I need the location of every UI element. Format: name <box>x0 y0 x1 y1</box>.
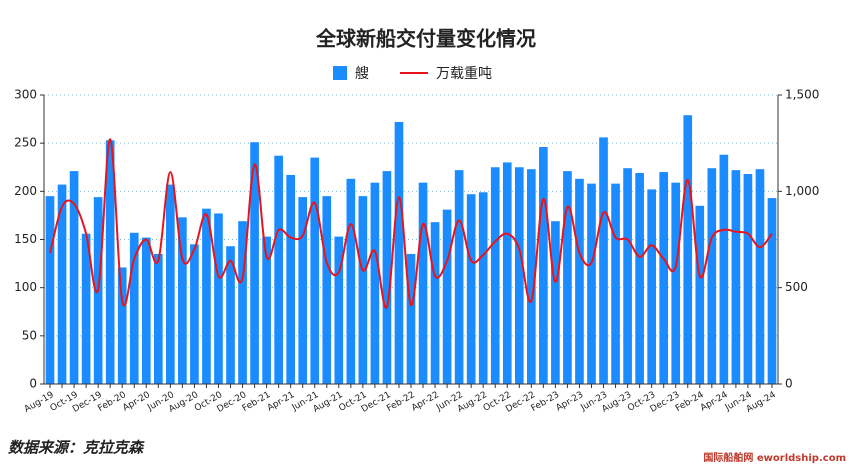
bar <box>695 205 705 384</box>
bar <box>69 171 79 384</box>
bar <box>683 115 693 384</box>
x-tick-label: Apr-21 <box>266 390 297 414</box>
y-tick-label: 100 <box>14 280 37 294</box>
bar <box>623 168 632 384</box>
bar <box>454 170 464 384</box>
bar <box>755 169 765 384</box>
y-tick-label: 300 <box>14 88 37 102</box>
bar <box>442 209 452 384</box>
y-tick-label: 250 <box>14 136 37 150</box>
bar <box>526 169 536 384</box>
chart-title: 全球新船交付量变化情况 <box>315 27 536 51</box>
x-tick-label: Apr-23 <box>554 390 585 414</box>
bar <box>141 237 151 384</box>
y-tick-label: 0 <box>29 377 37 391</box>
x-tick-label: Apr-20 <box>121 390 152 414</box>
bar <box>238 221 247 384</box>
bar <box>539 147 548 384</box>
bar <box>274 155 283 384</box>
bar <box>202 208 211 384</box>
bar <box>731 170 741 384</box>
bar <box>707 168 717 384</box>
y-tick-label: 50 <box>22 328 37 342</box>
legend-swatch <box>333 66 347 80</box>
bar <box>587 183 596 384</box>
legend-label: 艘 <box>355 66 369 82</box>
bar <box>214 213 223 384</box>
bar <box>514 167 524 384</box>
legend-label: 万载重吨 <box>436 66 492 82</box>
bar <box>226 246 235 384</box>
bar <box>418 182 428 384</box>
y-tick-label: 200 <box>14 184 37 198</box>
bar <box>250 142 259 384</box>
bar <box>551 221 560 384</box>
bar <box>563 171 572 384</box>
watermark: 国际船舶网 eworldship.com <box>703 451 846 464</box>
bar <box>743 173 753 384</box>
y2-tick-label: 0 <box>785 377 793 391</box>
bar <box>611 183 620 384</box>
bar <box>382 171 392 384</box>
x-tick-label: Feb-21 <box>241 390 273 414</box>
bar <box>466 194 476 384</box>
bar <box>322 196 332 384</box>
bar <box>346 178 356 384</box>
bar <box>190 244 199 384</box>
source: 数据来源：克拉克森 <box>8 439 145 457</box>
bar <box>767 198 777 384</box>
bar <box>358 196 368 384</box>
bar <box>81 233 91 384</box>
bar <box>117 267 127 384</box>
bar <box>370 182 380 384</box>
x-tick-label: Apr-22 <box>410 390 441 414</box>
line <box>49 138 773 309</box>
bar <box>575 178 584 384</box>
bar <box>153 253 163 384</box>
bar <box>659 172 669 384</box>
y-tick-label: 150 <box>14 232 37 246</box>
bar <box>635 173 644 384</box>
y2-tick-label: 1,500 <box>785 88 819 102</box>
bar <box>45 196 55 384</box>
bar <box>394 121 404 385</box>
bar <box>262 236 271 384</box>
y2-tick-label: 500 <box>785 280 808 294</box>
bar <box>647 189 656 384</box>
bar <box>334 236 344 384</box>
bar <box>166 184 175 384</box>
bar <box>178 217 187 384</box>
bar <box>406 253 416 384</box>
bar <box>298 197 308 384</box>
bar <box>671 182 681 384</box>
bar <box>478 192 488 384</box>
y2-tick-label: 1,000 <box>785 184 819 198</box>
bar <box>105 140 115 384</box>
x-tick-label: Feb-22 <box>385 390 417 414</box>
bar <box>430 222 440 384</box>
bar <box>599 137 608 384</box>
bar <box>490 167 500 384</box>
bar <box>286 174 296 384</box>
bar <box>310 157 320 384</box>
bar <box>57 184 67 384</box>
x-tick-label: Feb-23 <box>530 390 562 414</box>
bar <box>502 162 512 384</box>
x-tick-label: Apr-24 <box>699 390 730 414</box>
bar <box>719 154 729 384</box>
bar <box>129 232 139 384</box>
